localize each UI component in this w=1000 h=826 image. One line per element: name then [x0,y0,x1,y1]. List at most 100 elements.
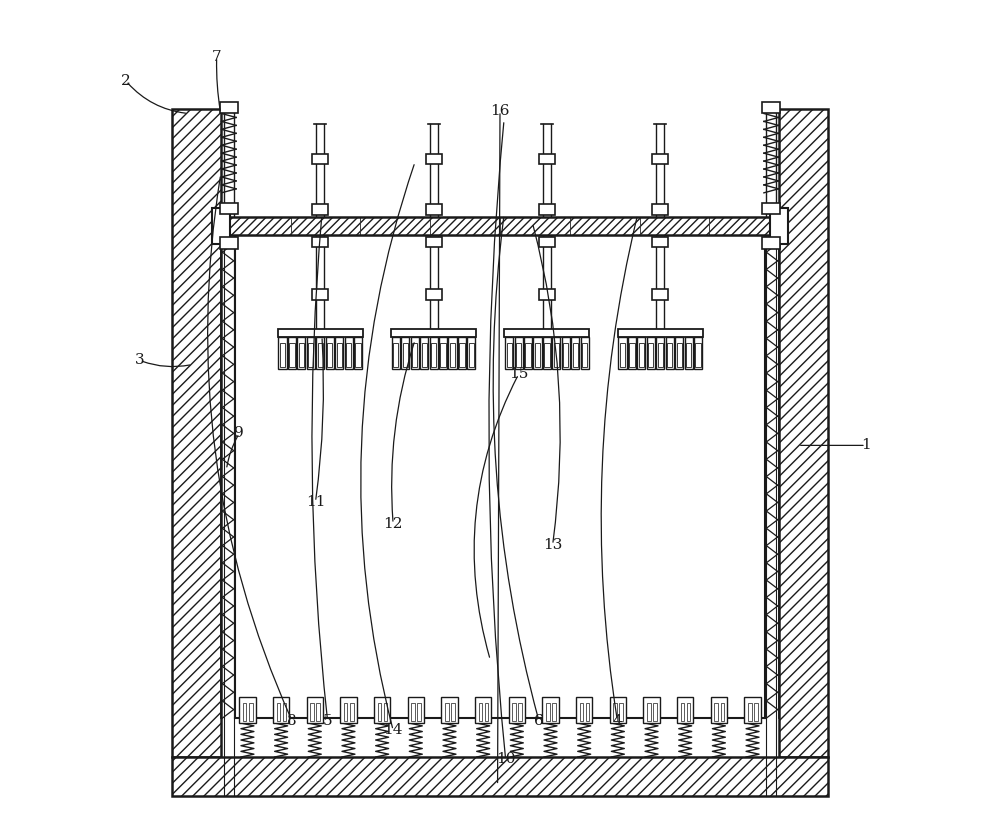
Bar [652,289,668,300]
Bar [172,109,221,757]
Bar [445,703,449,721]
Bar [430,337,438,369]
Bar [687,703,690,721]
Bar [475,697,491,723]
Bar [312,154,328,164]
Bar [318,343,323,367]
Bar [504,329,589,337]
Text: 13: 13 [543,538,562,552]
Bar [278,329,363,337]
Bar [571,337,579,369]
Bar [430,217,500,235]
Bar [754,703,758,721]
Bar [273,697,289,723]
Bar [220,202,238,214]
Bar [721,703,724,721]
Bar [533,337,542,369]
Bar [308,343,313,367]
Bar [426,289,442,300]
Bar [403,343,408,367]
Bar [629,343,635,367]
Bar [619,703,623,721]
Bar [779,109,828,757]
Bar [656,337,664,369]
Bar [277,703,280,721]
Bar [374,697,390,723]
Bar [485,703,488,721]
Bar [439,337,447,369]
Bar [525,343,531,367]
Bar [694,337,702,369]
Bar [326,337,334,369]
Bar [647,703,651,721]
Bar [770,208,788,244]
Bar [345,337,353,369]
Bar [762,102,780,113]
Bar [280,343,285,367]
Bar [544,343,550,367]
Bar [653,703,657,721]
Text: 11: 11 [306,495,325,509]
Bar [586,703,589,721]
Text: 14: 14 [383,724,403,738]
Bar [652,236,668,247]
Bar [360,217,430,235]
Bar [677,343,682,367]
Bar [539,204,555,215]
Text: 3: 3 [135,354,145,368]
Text: 7: 7 [212,50,221,64]
Bar [220,237,238,249]
Bar [685,337,693,369]
Bar [378,703,381,721]
Text: 5: 5 [323,714,332,728]
Bar [677,697,693,723]
Bar [393,343,398,367]
Bar [412,343,417,367]
Bar [518,703,522,721]
Bar [714,703,718,721]
Bar [748,703,752,721]
Bar [327,343,332,367]
Bar [570,217,640,235]
Bar [573,343,578,367]
Bar [350,703,354,721]
Bar [744,697,761,723]
Bar [346,343,351,367]
Bar [582,343,587,367]
Bar [695,343,701,367]
Bar [563,343,568,367]
Bar [417,703,421,721]
Bar [542,697,559,723]
Bar [581,337,589,369]
Bar [524,337,532,369]
Text: 6: 6 [534,714,544,728]
Bar [610,697,626,723]
Bar [459,343,465,367]
Bar [391,329,476,337]
Bar [448,337,457,369]
Bar [552,703,556,721]
Bar [221,217,291,235]
Bar [431,343,436,367]
Bar [441,697,458,723]
Bar [316,337,324,369]
Bar [539,289,555,300]
Bar [312,204,328,215]
Bar [312,289,328,300]
Bar [291,217,360,235]
Bar [451,703,455,721]
Bar [709,217,779,235]
Bar [278,337,287,369]
Bar [507,343,512,367]
Bar [316,703,320,721]
Bar [686,343,691,367]
Bar [539,236,555,247]
Bar [220,102,238,113]
Bar [243,703,246,721]
Bar [392,337,400,369]
Bar [307,697,323,723]
Bar [479,703,482,721]
Bar [467,337,475,369]
Bar [249,703,253,721]
Bar [762,237,780,249]
